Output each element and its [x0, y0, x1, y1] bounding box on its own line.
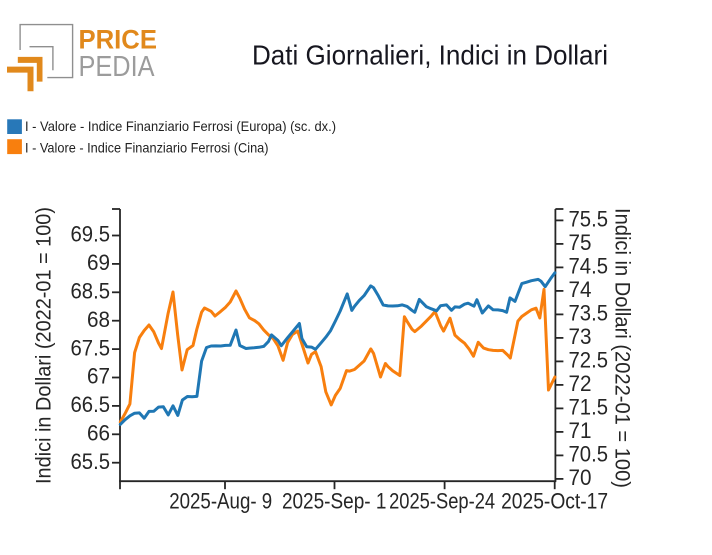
svg-text:67.5: 67.5	[71, 335, 111, 360]
svg-text:70: 70	[569, 465, 592, 490]
svg-text:71: 71	[569, 418, 592, 443]
svg-text:2025-Sep-24: 2025-Sep-24	[389, 489, 495, 514]
svg-text:72.5: 72.5	[569, 348, 609, 373]
svg-text:71.5: 71.5	[569, 395, 609, 420]
svg-text:75: 75	[569, 230, 592, 255]
svg-text:66.5: 66.5	[71, 392, 111, 417]
svg-text:66: 66	[87, 421, 110, 446]
svg-text:69: 69	[87, 250, 110, 275]
svg-text:68: 68	[87, 307, 110, 332]
svg-text:68.5: 68.5	[71, 279, 111, 304]
svg-text:PRICE: PRICE	[79, 24, 158, 54]
svg-text:I - Valore - Indice Finanziari: I - Valore - Indice Finanziario Ferrosi …	[25, 118, 336, 134]
svg-text:Indici in Dollari (2022-01 = 1: Indici in Dollari (2022-01 = 100)	[33, 207, 56, 484]
svg-text:74.5: 74.5	[569, 254, 609, 279]
svg-text:2025-Sep- 1: 2025-Sep- 1	[282, 489, 387, 514]
svg-text:Dati Giornalieri, Indici in Do: Dati Giornalieri, Indici in Dollari	[252, 40, 608, 71]
svg-text:65.5: 65.5	[71, 449, 111, 474]
svg-text:73.5: 73.5	[569, 301, 609, 326]
svg-text:I - Valore - Indice Finanziari: I - Valore - Indice Finanziario Ferrosi …	[25, 139, 269, 155]
svg-text:74: 74	[569, 277, 592, 302]
svg-text:PEDIA: PEDIA	[79, 51, 156, 83]
svg-text:67: 67	[87, 364, 110, 389]
svg-text:72: 72	[569, 371, 592, 396]
svg-text:75.5: 75.5	[569, 207, 609, 232]
svg-text:Indici in Dollari (2022-01 = 1: Indici in Dollari (2022-01 = 100)	[611, 208, 634, 488]
svg-text:2025-Oct-17: 2025-Oct-17	[501, 489, 608, 514]
svg-text:2025-Aug- 9: 2025-Aug- 9	[169, 489, 272, 514]
svg-text:73: 73	[569, 324, 592, 349]
svg-text:70.5: 70.5	[569, 442, 609, 467]
svg-text:69.5: 69.5	[71, 222, 111, 247]
